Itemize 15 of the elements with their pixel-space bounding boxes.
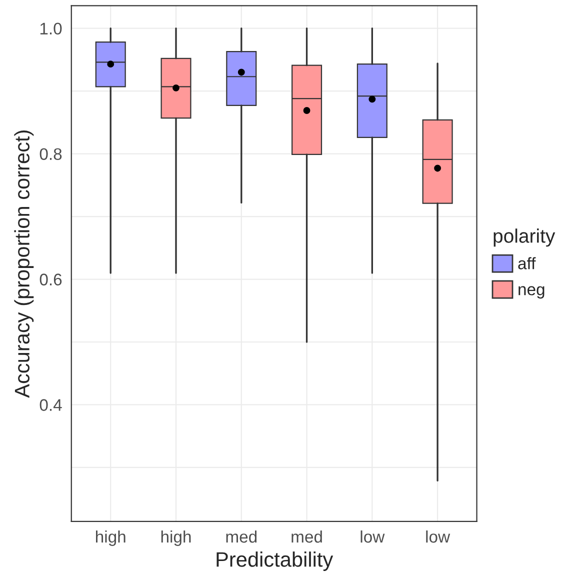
x-tick-label: med <box>226 530 257 543</box>
y-tick-label: 0.4 <box>40 399 62 411</box>
legend-title: polarity <box>494 228 556 247</box>
y-axis-title: Accuracy (proportion correct) <box>14 130 34 398</box>
y-tick-label: 0.6 <box>40 274 62 286</box>
x-tick-label: low <box>426 530 450 543</box>
legend-label: neg <box>518 286 544 299</box>
x-tick-label: low <box>360 530 385 543</box>
x-tick-label: high <box>96 530 126 546</box>
y-tick-label: 0.8 <box>40 148 62 160</box>
x-tick-label: high <box>161 530 191 546</box>
x-axis-title: Predictability <box>216 552 334 571</box>
y-tick-label: 1.0 <box>40 22 62 35</box>
x-tick-label: med <box>292 530 322 543</box>
legend-label: aff <box>518 257 536 270</box>
